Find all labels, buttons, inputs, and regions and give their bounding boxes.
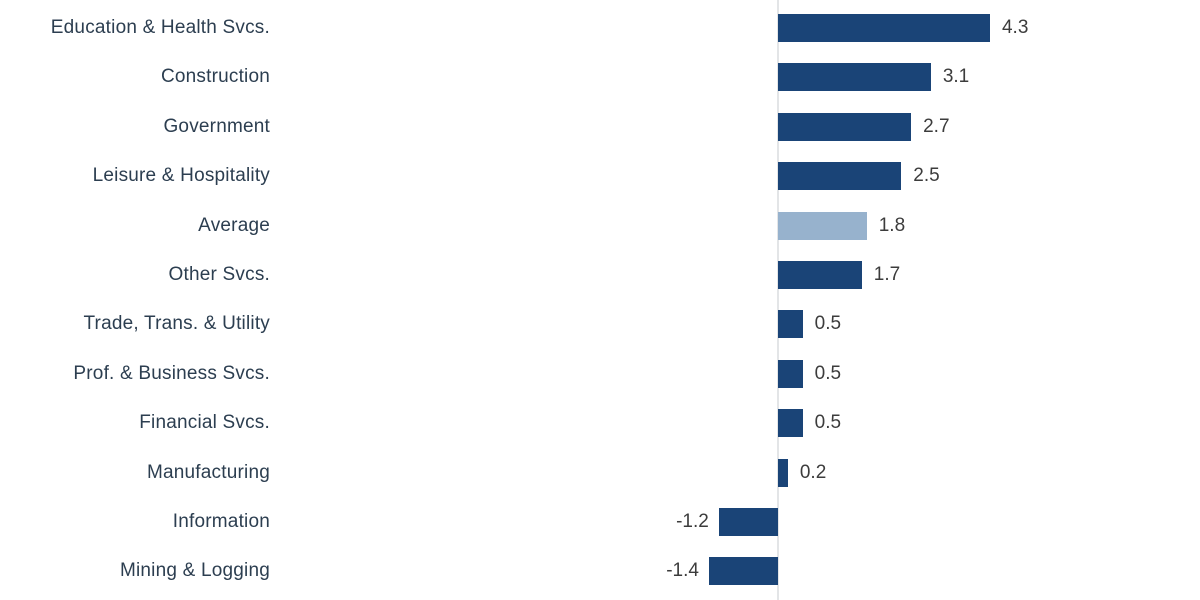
value-label: 3.1: [942, 66, 970, 88]
category-label: Trade, Trans. & Utility: [83, 313, 270, 335]
bar-row: Average 1.8: [0, 202, 1200, 250]
value-label: -1.2: [676, 511, 709, 532]
bar-row: Trade, Trans. & Utility 0.5: [0, 300, 1200, 348]
bar: [778, 359, 803, 388]
bar-row: Government 2.7: [0, 103, 1200, 151]
category-label: Information: [172, 511, 270, 532]
bar: [778, 162, 902, 191]
bar: [778, 261, 862, 289]
category-label: Prof. & Business Svcs.: [73, 362, 270, 384]
bar-row: Manufacturing 0.2: [0, 449, 1200, 497]
value-label: 0.5: [814, 412, 842, 434]
bar-row: Other Svcs. 1.7: [0, 251, 1200, 299]
category-label: Average: [198, 214, 270, 236]
value-label: 0.2: [799, 461, 827, 483]
category-label: Mining & Logging: [119, 560, 270, 582]
bar-row: Information -1.2: [0, 498, 1200, 546]
value-label: 4.3: [1001, 17, 1029, 38]
value-label: -1.4: [666, 560, 699, 582]
bar: [708, 557, 778, 586]
value-label: 2.5: [913, 165, 940, 187]
category-label: Government: [163, 115, 270, 137]
category-label: Other Svcs.: [168, 264, 270, 285]
value-label: 1.8: [878, 214, 906, 236]
bar-row: Financial Svcs. 0.5: [0, 399, 1200, 447]
category-label: Education & Health Svcs.: [50, 17, 270, 38]
zero-axis-line: [777, 0, 779, 600]
bar-row: Construction 3.1: [0, 53, 1200, 101]
bar-row: Leisure & Hospitality 2.5: [0, 152, 1200, 200]
bar: [778, 458, 788, 487]
bar: [778, 112, 912, 141]
bar: [778, 310, 803, 339]
bar-row: Mining & Logging -1.4: [0, 547, 1200, 595]
bar-row: Education & Health Svcs. 4.3: [0, 4, 1200, 52]
bar: [778, 409, 803, 438]
bar: [778, 211, 867, 240]
value-label: 0.5: [814, 362, 842, 384]
bar: [718, 508, 778, 536]
bar-row: Prof. & Business Svcs. 0.5: [0, 350, 1200, 398]
value-label: 1.7: [873, 264, 901, 285]
bar: [778, 14, 990, 42]
category-label: Manufacturing: [146, 461, 270, 483]
bar: [778, 63, 931, 92]
category-label: Leisure & Hospitality: [92, 165, 270, 187]
category-label: Financial Svcs.: [139, 412, 270, 434]
category-label: Construction: [160, 66, 270, 88]
value-label: 2.7: [923, 115, 950, 137]
value-label: 0.5: [814, 313, 842, 335]
